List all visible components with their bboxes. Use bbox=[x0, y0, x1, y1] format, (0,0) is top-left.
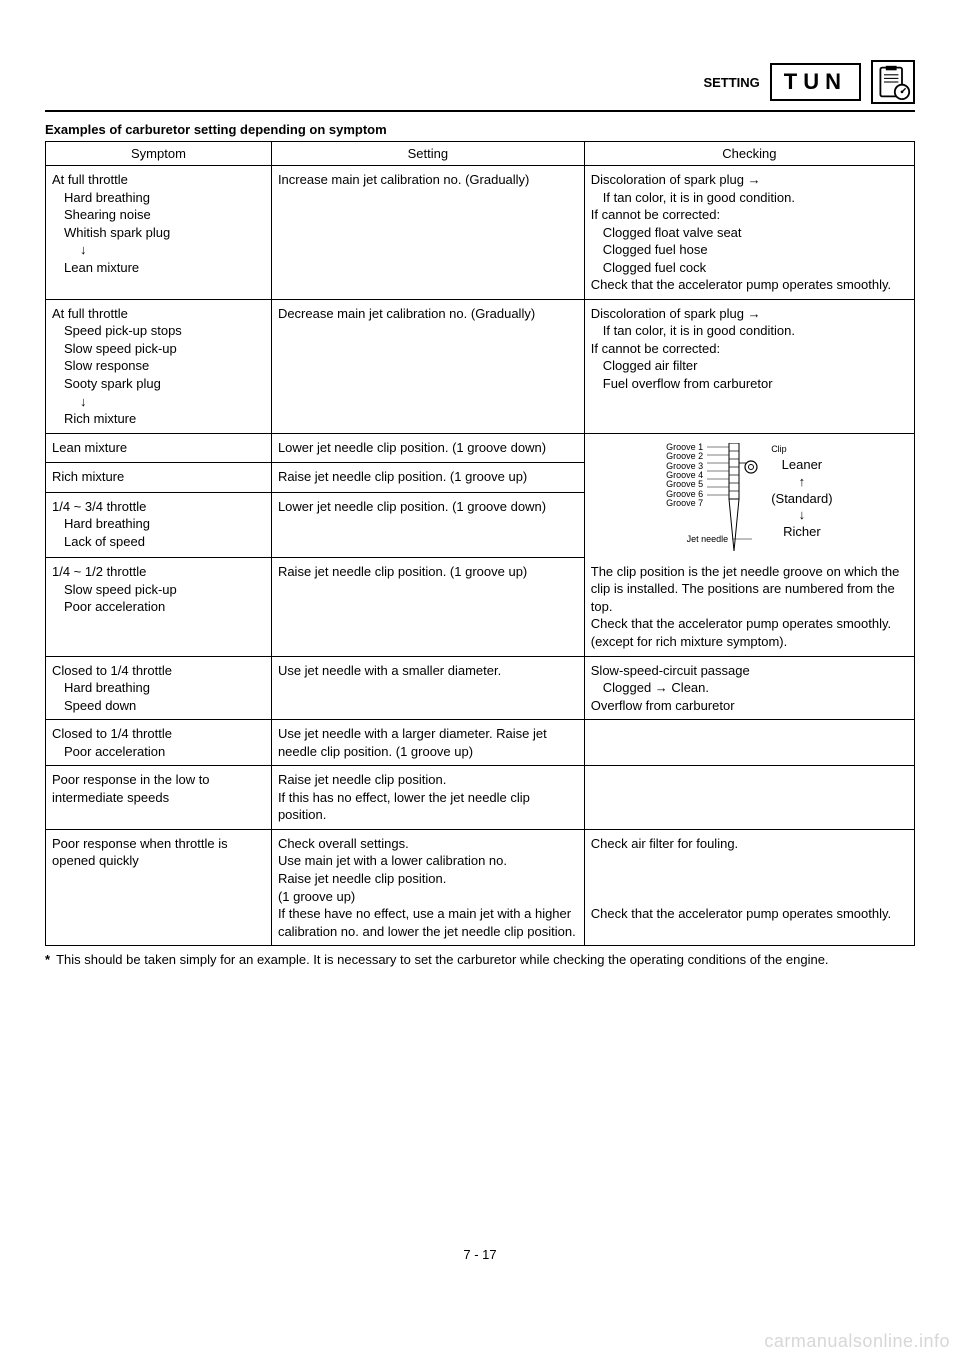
table-row: Closed to 1/4 throttle Poor acceleration… bbox=[46, 720, 915, 766]
table-row: 1/4 ~ 1/2 throttle Slow speed pick-up Po… bbox=[46, 558, 915, 656]
clipboard-gauge-icon bbox=[871, 60, 915, 104]
table-row: At full throttle Speed pick-up stops Slo… bbox=[46, 299, 915, 433]
jet-needle-diagram-cell: Groove 1 Groove 2 Groove 3 Groove 4 Groo… bbox=[584, 433, 914, 558]
carburetor-table: Symptom Setting Checking At full throttl… bbox=[45, 141, 915, 946]
table-row: Poor response when throttle is opened qu… bbox=[46, 829, 915, 945]
header-tun-box: TUN bbox=[770, 63, 861, 101]
page-header: SETTING TUN bbox=[45, 60, 915, 112]
col-checking: Checking bbox=[584, 142, 914, 166]
section-title: Examples of carburetor setting depending… bbox=[45, 122, 915, 137]
footnote-star: * bbox=[45, 952, 50, 967]
page-number: 7 - 17 bbox=[45, 1247, 915, 1262]
table-row: Poor response in the low to intermediate… bbox=[46, 766, 915, 830]
table-row: Closed to 1/4 throttle Hard breathing Sp… bbox=[46, 656, 915, 720]
table-row: At full throttle Hard breathing Shearing… bbox=[46, 166, 915, 300]
col-symptom: Symptom bbox=[46, 142, 272, 166]
footnote-text: This should be taken simply for an examp… bbox=[56, 952, 828, 967]
table-row: Lean mixture Lower jet needle clip posit… bbox=[46, 433, 915, 462]
header-setting-label: SETTING bbox=[703, 75, 759, 90]
footnote: * This should be taken simply for an exa… bbox=[45, 952, 915, 967]
col-setting: Setting bbox=[271, 142, 584, 166]
watermark: carmanualsonline.info bbox=[764, 1331, 950, 1352]
